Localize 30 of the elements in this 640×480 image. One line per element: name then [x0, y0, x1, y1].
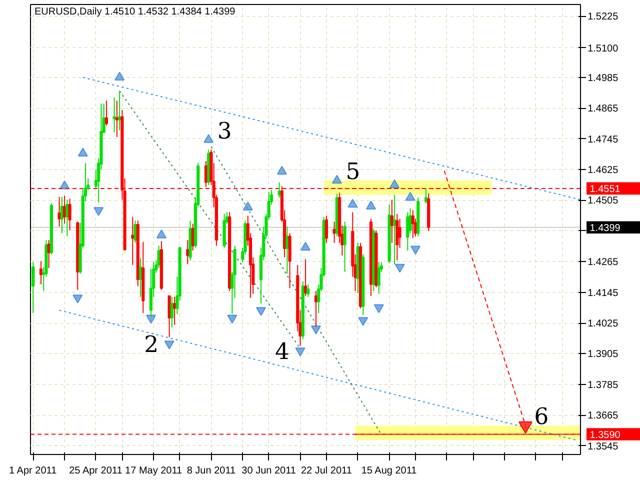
annotation: 6: [534, 404, 549, 430]
ref-line-label: 1.3590: [590, 430, 621, 441]
y-tick-label: 1.4145: [588, 288, 619, 299]
y-tick-label: 1.4265: [588, 257, 619, 268]
x-tick-label: 1 Apr 2011: [9, 466, 58, 476]
y-tick-label: 1.4745: [588, 134, 619, 146]
y-tick-label: 1.4625: [588, 165, 619, 176]
x-tick-label: 25 Apr 2011: [69, 466, 123, 476]
y-tick-label: 1.3545: [588, 441, 619, 452]
y-tick-label: 1.4025: [588, 318, 619, 330]
ref-line-label: 1.4399: [590, 222, 621, 234]
x-tick-label: 15 Aug 2011: [361, 466, 418, 476]
y-tick-label: 1.4865: [588, 104, 619, 115]
annotation: 4: [275, 339, 290, 366]
y-tick-label: 1.3905: [588, 349, 619, 360]
chart-title: EURUSD,Daily 1.4510 1.4532 1.4384 1.4399: [34, 6, 236, 18]
annotation: 3: [217, 118, 232, 144]
y-tick-label: 1.4505: [588, 196, 619, 207]
x-tick-label: 22 Jul 2011: [300, 466, 352, 476]
x-tick-label: 17 May 2011: [125, 466, 183, 476]
ref-line-label: 1.4551: [590, 184, 621, 195]
y-tick-label: 1.4985: [588, 72, 619, 84]
y-tick-label: 1.3665: [588, 410, 619, 422]
annotation: 5: [346, 159, 360, 186]
y-tick-label: 1.5225: [588, 12, 619, 23]
y-tick-label: 1.3785: [588, 380, 619, 391]
x-tick-label: 30 Jun 2011: [242, 466, 296, 476]
x-tick-label: 8 Jun 2011: [186, 466, 236, 476]
y-tick-label: 1.5100: [588, 43, 619, 54]
annotation: 2: [144, 332, 159, 358]
